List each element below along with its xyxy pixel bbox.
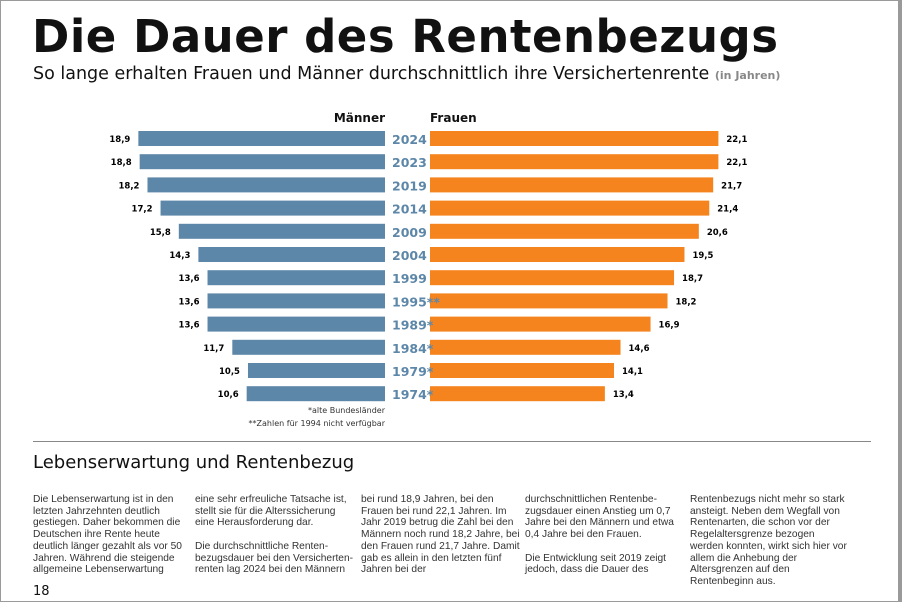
- label-women: 18,2: [676, 297, 697, 307]
- legend-women: Frauen: [430, 111, 477, 125]
- bar-men: [178, 223, 385, 239]
- bar-women: [430, 386, 605, 402]
- label-men: 18,2: [119, 181, 140, 191]
- bar-men: [160, 200, 385, 216]
- text-column: durchschnittlichen Rentenbe­zugsdauer ei…: [525, 494, 685, 588]
- section-title: Lebenserwartung und Rentenbezug: [33, 452, 355, 473]
- bar-men: [247, 363, 385, 378]
- footnote-1: *alte Bundesländer: [307, 406, 385, 415]
- label-women: 22,1: [726, 135, 747, 145]
- text-column: Die Lebenserwartung ist in den letzten J…: [33, 494, 193, 588]
- label-men: 13,6: [179, 321, 200, 331]
- paragraph: bei rund 18,9 Jahren, bei den Frauen bei…: [361, 494, 520, 576]
- text-column: eine sehr erfreuliche Tatsache ist, stel…: [195, 494, 355, 588]
- butterfly-chart: 18,9 22,1 2024 18,8 22,1 2023 18,2 21,7 2019 17,2…: [109, 131, 747, 402]
- bar-women: [430, 316, 651, 332]
- bar-women: [430, 270, 675, 286]
- bar-men: [207, 316, 385, 332]
- bar-men: [147, 177, 385, 193]
- label-women: 19,5: [692, 251, 713, 261]
- text-column: bei rund 18,9 Jahren, bei den Frauen bei…: [361, 494, 521, 588]
- bar-women: [430, 177, 714, 193]
- subtitle-unit: (in Jahren): [714, 69, 781, 82]
- bar-women: [430, 154, 719, 170]
- subtitle-text: So lange erhalten Frauen und Männer durc…: [33, 64, 710, 84]
- page-number: 18: [33, 584, 50, 599]
- label-women: 14,1: [622, 367, 643, 377]
- year-label: 1979*: [392, 364, 434, 379]
- label-women: 21,4: [717, 205, 738, 215]
- legend-men: Männer: [333, 111, 385, 125]
- bar-women: [430, 223, 699, 239]
- paragraph: Rentenbezugs nicht mehr so stark ansteig…: [690, 494, 847, 587]
- bar-men: [232, 339, 385, 355]
- label-women: 21,7: [721, 181, 742, 191]
- year-label: 2023: [392, 155, 427, 170]
- paragraph: Die Lebenserwartung ist in den letzten J…: [33, 494, 182, 576]
- label-women: 14,6: [629, 344, 650, 354]
- year-label: 1984*: [392, 341, 434, 356]
- year-label: 1999: [392, 271, 427, 286]
- label-men: 11,7: [203, 344, 224, 354]
- footnote-2: **Zahlen für 1994 nicht verfügbar: [248, 419, 385, 428]
- year-label: 2019: [392, 178, 427, 193]
- label-men: 17,2: [132, 205, 153, 215]
- text-column: Rentenbezugs nicht mehr so stark ansteig…: [690, 494, 850, 599]
- label-men: 13,6: [179, 297, 200, 307]
- bar-women: [430, 293, 668, 309]
- label-women: 18,7: [682, 274, 703, 284]
- year-label: 1995**: [392, 294, 440, 309]
- bar-men: [207, 293, 385, 309]
- label-women: 13,4: [613, 390, 634, 400]
- year-label: 1974*: [392, 387, 434, 402]
- paragraph: eine sehr erfreuliche Tatsache ist, stel…: [195, 494, 347, 529]
- year-label: 2014: [392, 202, 427, 217]
- bar-men: [198, 247, 385, 262]
- bar-women: [430, 131, 719, 146]
- divider: [33, 441, 871, 442]
- bar-women: [430, 339, 621, 355]
- page-title: Die Dauer des Rentenbezugs: [32, 10, 779, 63]
- subtitle: So lange erhalten Frauen und Männer durc…: [33, 64, 780, 84]
- label-men: 14,3: [169, 251, 190, 261]
- bar-men: [139, 154, 385, 170]
- label-men: 10,5: [219, 367, 240, 377]
- year-label: 1989*: [392, 318, 434, 333]
- label-women: 16,9: [659, 321, 680, 331]
- label-men: 13,6: [179, 274, 200, 284]
- year-label: 2024: [392, 132, 427, 147]
- label-men: 18,8: [111, 158, 132, 168]
- bar-women: [430, 200, 710, 216]
- label-men: 18,9: [109, 135, 130, 145]
- bar-women: [430, 247, 685, 262]
- paragraph: Die Entwicklung seit 2019 zeigt jedoch, …: [525, 552, 667, 576]
- paragraph: durchschnittlichen Rentenbe­zugsdauer ei…: [525, 494, 674, 541]
- paragraph: Die durchschnittliche Renten­bezugsdauer…: [195, 540, 354, 576]
- label-men: 15,8: [150, 228, 171, 238]
- label-women: 20,6: [707, 228, 728, 238]
- bar-women: [430, 363, 615, 378]
- label-men: 10,6: [218, 390, 239, 400]
- bar-men: [207, 270, 385, 286]
- bar-men: [246, 386, 385, 402]
- year-label: 2004: [392, 248, 427, 263]
- label-women: 22,1: [726, 158, 747, 168]
- bar-men: [138, 131, 385, 146]
- year-label: 2009: [392, 225, 427, 240]
